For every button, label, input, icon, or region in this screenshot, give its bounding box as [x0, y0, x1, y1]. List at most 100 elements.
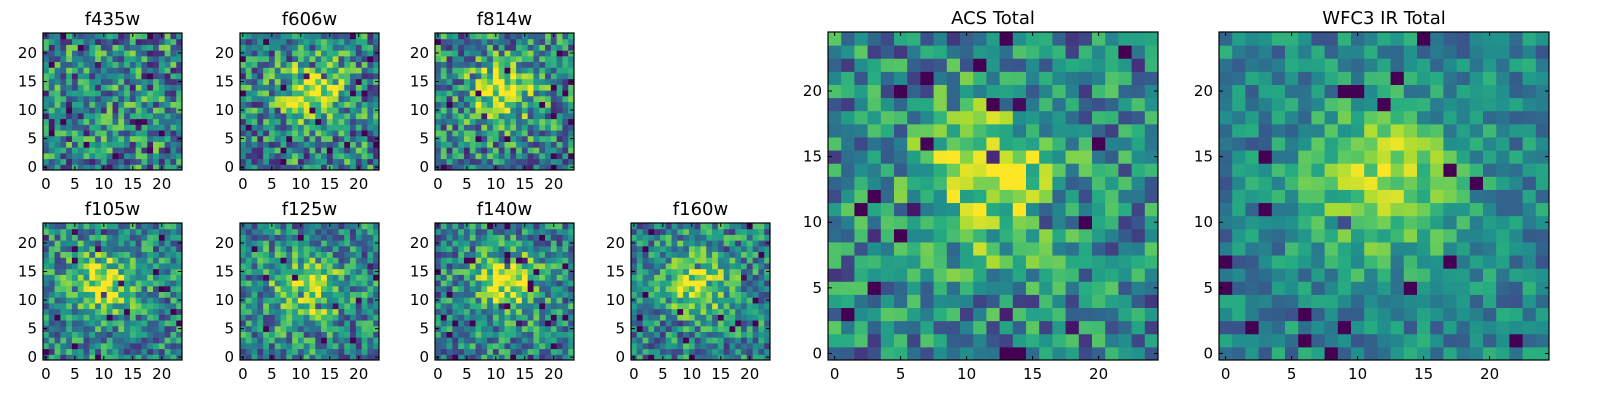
heatmap-cell	[89, 158, 96, 165]
heatmap-cell	[510, 251, 517, 258]
heatmap-cell	[510, 348, 517, 355]
heatmap-cell	[452, 308, 459, 315]
heatmap-cell	[729, 297, 736, 304]
heatmap-cell	[77, 337, 85, 344]
heatmap-cell	[550, 291, 558, 298]
heatmap-cell	[498, 112, 505, 120]
heatmap-cell	[106, 50, 113, 57]
heatmap-cell	[257, 320, 264, 327]
heatmap-cell	[894, 215, 908, 230]
heatmap-cell	[135, 141, 142, 148]
panel-title: f160w	[673, 199, 728, 220]
heatmap-cell	[1131, 333, 1146, 348]
heatmap-cell	[280, 234, 287, 241]
heatmap-cell	[43, 228, 50, 235]
heatmap-cell	[654, 342, 661, 350]
heatmap-cell	[487, 240, 494, 247]
heatmap-cell	[1092, 32, 1106, 46]
heatmap-cell	[487, 164, 494, 171]
heatmap-cell	[688, 320, 696, 327]
heatmap-cell	[297, 280, 305, 287]
heatmap-cell	[315, 90, 322, 97]
heatmap-cell	[568, 44, 575, 51]
heatmap-cell	[164, 112, 171, 120]
heatmap-cell	[118, 118, 125, 125]
heatmap-cell	[1078, 346, 1093, 361]
heatmap-cell	[257, 240, 264, 247]
heatmap-cell	[135, 152, 142, 160]
heatmap-cell	[527, 135, 534, 142]
heatmap-cell	[71, 147, 79, 154]
heatmap-cell	[1078, 110, 1093, 125]
heatmap-cell	[263, 257, 270, 264]
heatmap-cell	[83, 280, 90, 287]
heatmap-cell	[263, 331, 270, 338]
heatmap-cell	[344, 314, 351, 321]
heatmap-cell	[54, 223, 61, 230]
heatmap-cell	[752, 291, 759, 298]
heatmap-cell	[367, 342, 374, 350]
heatmap-cell	[350, 50, 357, 57]
heatmap-cell	[539, 101, 546, 108]
heatmap-cell	[648, 314, 655, 321]
heatmap-cell	[158, 107, 166, 114]
heatmap-cell	[292, 234, 299, 241]
heatmap-cell	[492, 308, 500, 315]
heatmap-cell	[828, 163, 842, 177]
heatmap-cell	[527, 223, 534, 230]
heatmap-cell	[498, 158, 505, 165]
heatmap-cell	[350, 118, 357, 125]
heatmap-cell	[251, 33, 258, 40]
heatmap-cell	[452, 331, 459, 338]
heatmap-cell	[521, 90, 529, 97]
heatmap-cell	[158, 135, 166, 142]
x-tick-label: 5	[462, 365, 472, 383]
heatmap-cell	[315, 280, 322, 287]
heatmap-cell	[665, 280, 673, 287]
heatmap-cell	[112, 38, 119, 45]
heatmap-cell	[545, 72, 552, 80]
heatmap-cell	[240, 337, 247, 344]
heatmap-cell	[1012, 71, 1027, 85]
heatmap-cell	[492, 228, 500, 235]
heatmap-cell	[48, 44, 56, 51]
heatmap-cell	[1026, 110, 1040, 125]
heatmap-cell	[176, 38, 183, 45]
heatmap-cell	[999, 255, 1014, 269]
heatmap-cell	[1364, 320, 1378, 335]
heatmap-cell	[153, 33, 160, 40]
heatmap-cell	[933, 281, 948, 295]
heatmap-cell	[89, 308, 96, 315]
heatmap-cell	[344, 84, 351, 91]
heatmap-cell	[66, 124, 73, 131]
heatmap-cell	[361, 44, 368, 51]
heatmap-cell	[153, 101, 160, 108]
heatmap-cell	[350, 112, 357, 120]
heatmap-cell	[48, 285, 56, 292]
heatmap-cell	[268, 337, 276, 344]
heatmap-cell	[1105, 123, 1119, 138]
heatmap-cell	[176, 101, 183, 108]
heatmap-cell	[170, 257, 177, 264]
heatmap-cell	[245, 223, 253, 230]
heatmap-cell	[533, 297, 540, 304]
heatmap-cell	[1105, 97, 1119, 112]
heatmap-cell	[683, 331, 690, 338]
heatmap-cell	[240, 234, 247, 241]
heatmap-cell	[263, 90, 270, 97]
heatmap-cell	[292, 314, 299, 321]
heatmap-cell	[129, 147, 137, 154]
heatmap-cell	[251, 348, 258, 355]
heatmap-cell	[1118, 307, 1133, 322]
heatmap-cell	[688, 325, 696, 332]
heatmap-cell	[1483, 320, 1497, 335]
heatmap-cell	[367, 38, 374, 45]
heatmap-cell	[344, 135, 351, 142]
heatmap-cell	[556, 44, 563, 51]
heatmap-cell	[286, 245, 293, 253]
heatmap-cell	[89, 354, 96, 361]
heatmap-cell	[510, 152, 517, 160]
heatmap-cell	[973, 307, 987, 322]
heatmap-cell	[1105, 241, 1119, 256]
heatmap-cell	[1065, 255, 1080, 269]
